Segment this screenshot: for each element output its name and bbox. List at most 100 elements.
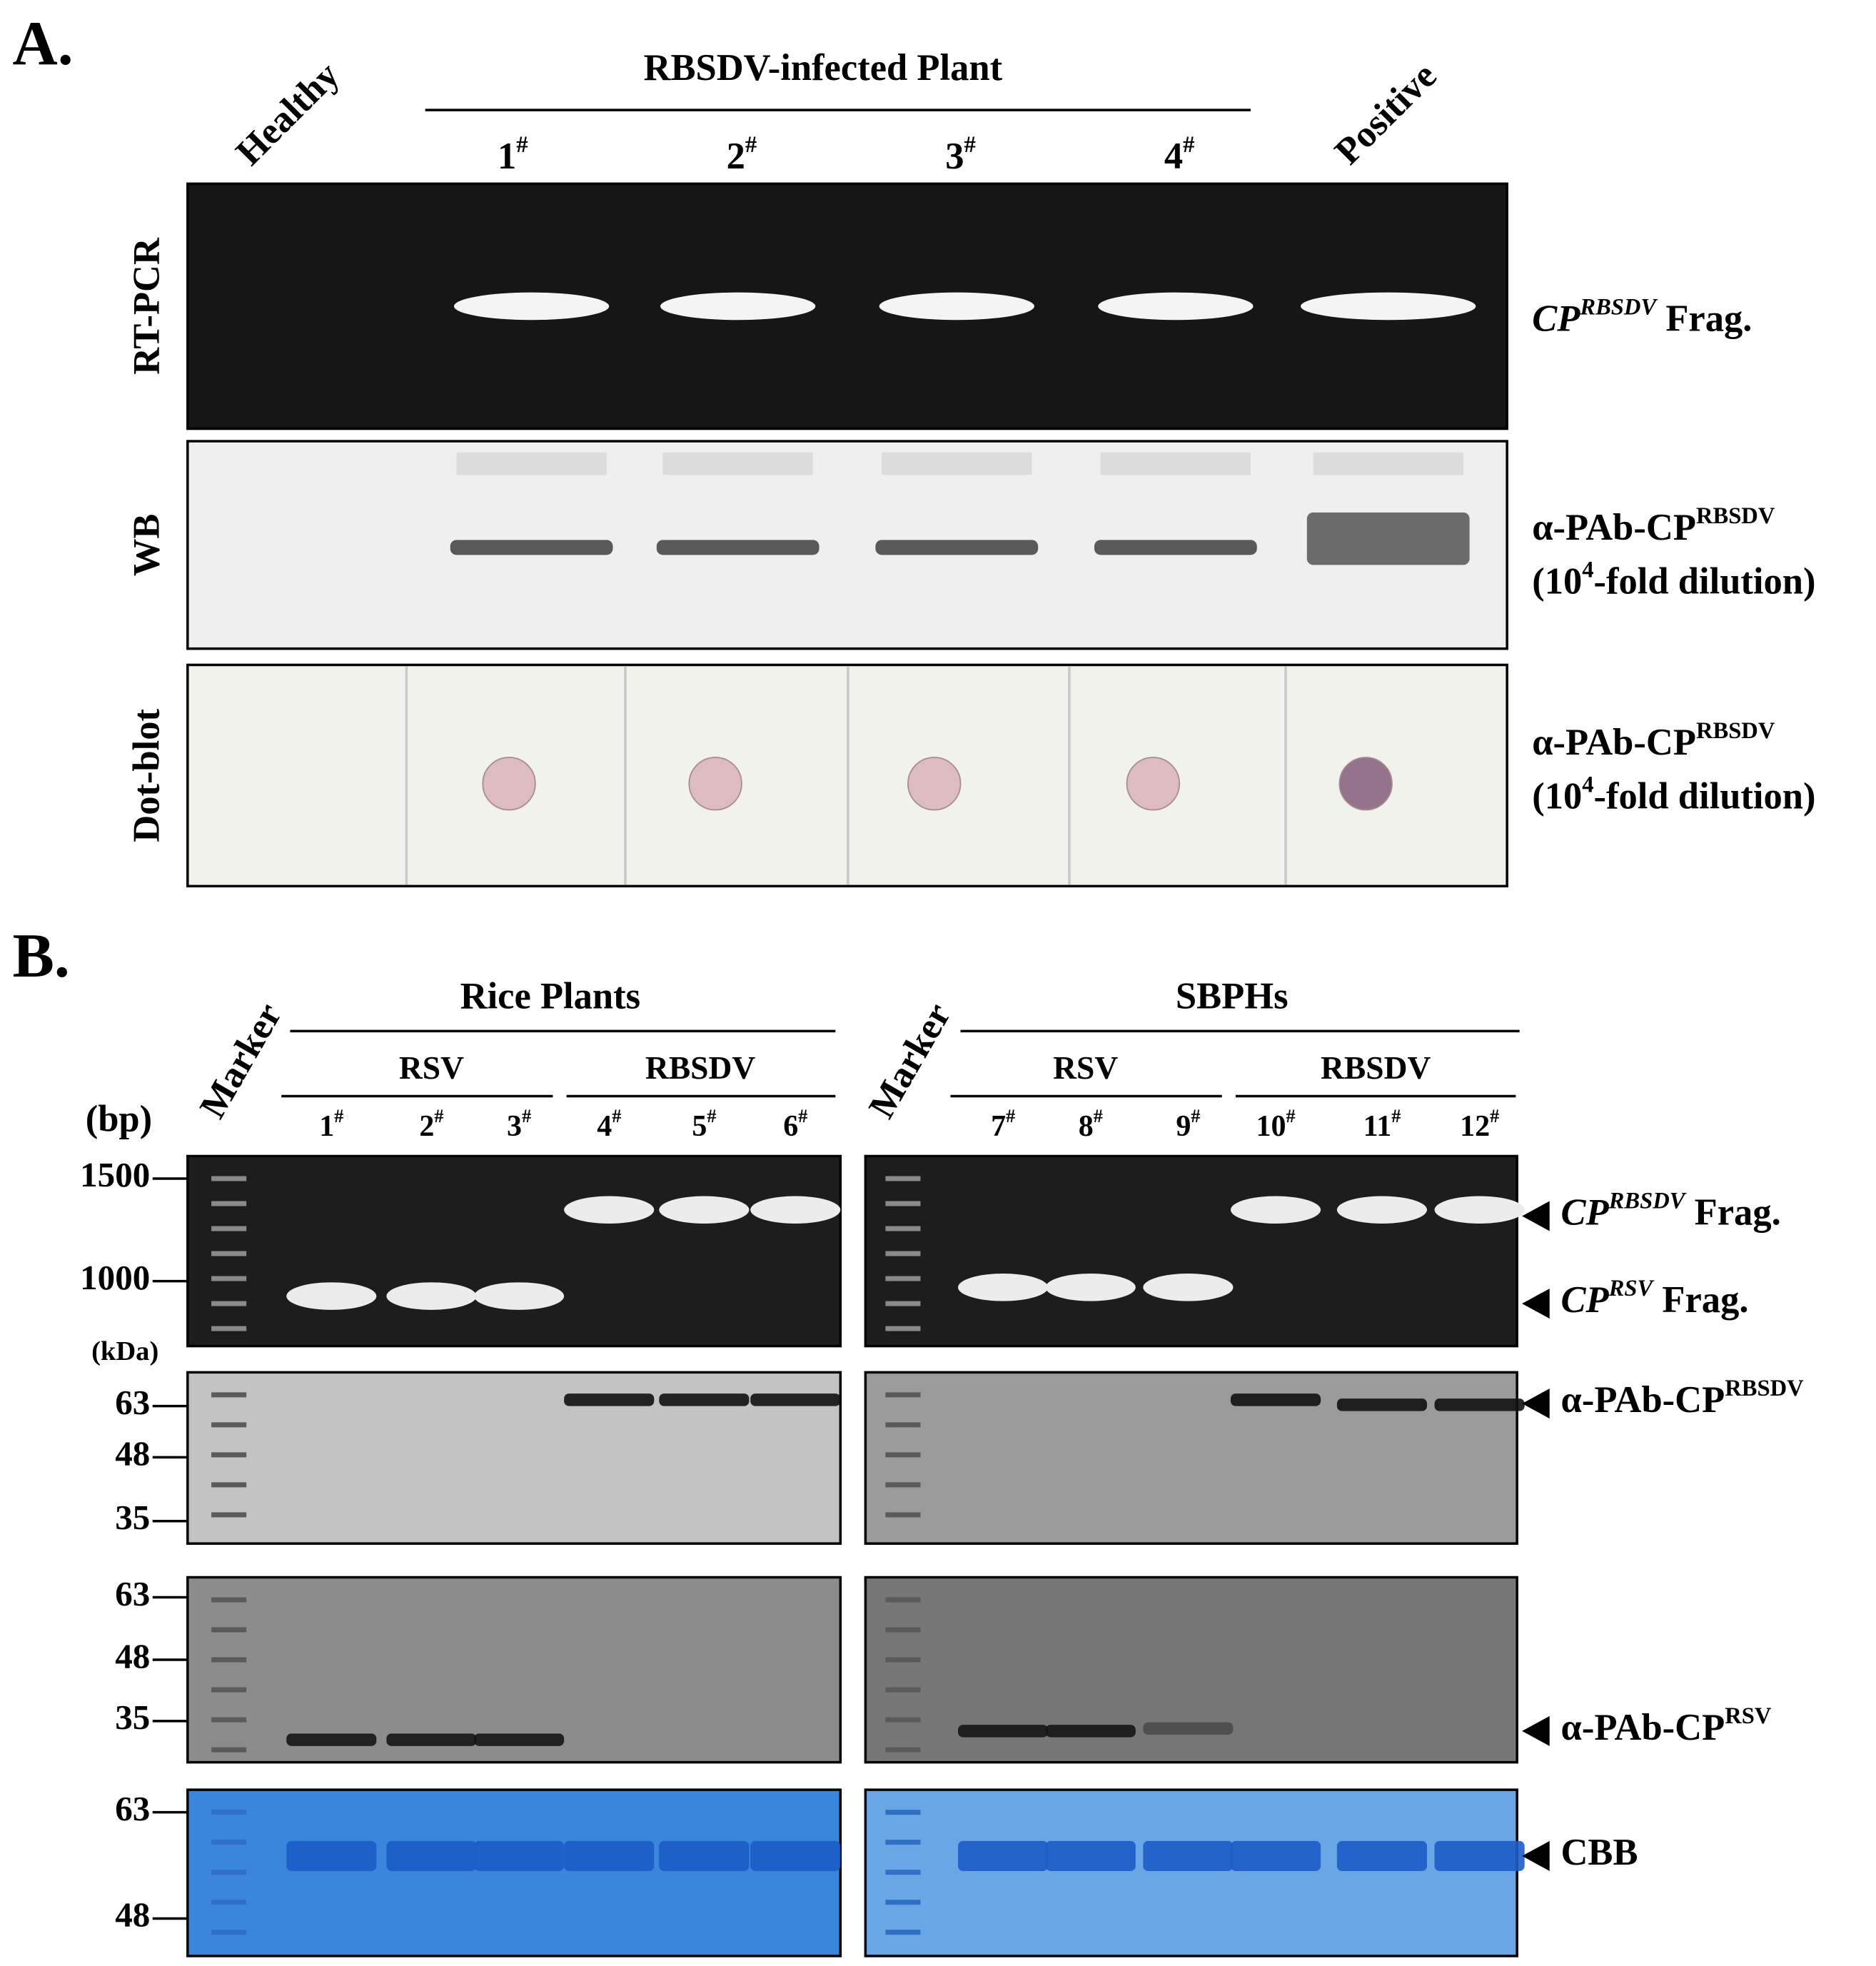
annotation: CBB	[1560, 1832, 1638, 1873]
text-segment: 10	[1256, 1110, 1286, 1143]
text-segment: CP	[1560, 1279, 1609, 1321]
annotation: α-PAb-CPRBSDV	[1532, 504, 1775, 549]
lane-label: 11#	[1363, 1106, 1401, 1142]
marker-label: Marker	[861, 996, 959, 1125]
annotation: CPRBSDV Frag.	[1560, 1189, 1780, 1234]
band	[660, 292, 816, 321]
band	[474, 1840, 565, 1871]
text-segment: 4	[597, 1110, 612, 1143]
band	[958, 1840, 1049, 1871]
size-tick-label: 35	[115, 1698, 150, 1737]
text-segment: #	[522, 1106, 531, 1126]
size-tick-label: 48	[115, 1895, 150, 1935]
text-segment: #	[1490, 1106, 1499, 1126]
gel-panel	[186, 1576, 842, 1764]
text-segment: #	[1006, 1106, 1015, 1126]
band	[1143, 1722, 1234, 1735]
ladder-band	[885, 1176, 921, 1181]
arrowhead	[1522, 1201, 1550, 1231]
size-tick-label: 63	[115, 1574, 150, 1613]
text-segment: #	[964, 133, 976, 158]
text-segment: α-PAb-CP	[1560, 1379, 1725, 1421]
text-segment: 1	[498, 136, 516, 177]
band	[1336, 1398, 1428, 1411]
ladder-band	[211, 1176, 247, 1181]
band	[1434, 1196, 1525, 1224]
dot	[482, 757, 536, 811]
band	[659, 1393, 750, 1406]
text-segment: 7	[991, 1110, 1006, 1143]
band-smear	[456, 452, 607, 475]
size-tick-label: 1500	[80, 1155, 150, 1194]
band	[659, 1196, 750, 1224]
ladder-band	[211, 1900, 247, 1905]
text-segment: 8	[1079, 1110, 1094, 1143]
lane-label: 10#	[1256, 1106, 1296, 1142]
text-segment: 2	[727, 136, 745, 177]
text-segment: #	[434, 1106, 443, 1126]
group-title: Rice Plants	[460, 976, 640, 1017]
band	[750, 1393, 841, 1406]
size-tick-label: 63	[115, 1789, 150, 1828]
row-label: WB	[126, 514, 167, 577]
band	[1230, 1196, 1321, 1224]
text-segment: CP	[1560, 1192, 1609, 1234]
text-segment: #	[1191, 1106, 1200, 1126]
dot	[1126, 757, 1181, 811]
text-segment: RBSDV	[1696, 504, 1775, 530]
band-smear	[882, 452, 1032, 475]
text-segment: #	[334, 1106, 343, 1126]
band	[474, 1733, 565, 1746]
ladder-band	[885, 1512, 921, 1518]
band	[750, 1196, 841, 1224]
text-segment: #	[1391, 1106, 1401, 1126]
lane-label: 3#	[945, 133, 976, 178]
ladder-band	[885, 1392, 921, 1398]
annotation: CPRBSDV Frag.	[1532, 295, 1752, 340]
gel-panel	[186, 1154, 842, 1348]
band	[1306, 512, 1470, 565]
ladder-band	[885, 1627, 921, 1633]
band	[474, 1282, 565, 1310]
lane-label: 6#	[783, 1106, 807, 1142]
lane-label: 1#	[319, 1106, 343, 1142]
ladder-band	[885, 1687, 921, 1693]
text-segment: CBB	[1560, 1832, 1638, 1873]
band	[1143, 1274, 1234, 1301]
ladder-band	[885, 1201, 921, 1206]
text-segment: α-PAb-CP	[1532, 507, 1696, 548]
text-segment: 1	[319, 1110, 334, 1143]
gel-panel	[864, 1371, 1518, 1545]
text-segment: 4	[1164, 136, 1183, 177]
text-segment: #	[1286, 1106, 1296, 1126]
ladder-band	[885, 1717, 921, 1723]
size-tick-label: 63	[115, 1383, 150, 1422]
lane-label: 8#	[1079, 1106, 1103, 1142]
band	[1094, 540, 1257, 555]
text-segment: α-PAb-CP	[1560, 1707, 1725, 1748]
annotation: α-PAb-CPRSV	[1560, 1703, 1771, 1748]
band	[286, 1840, 377, 1871]
lane-label: 12#	[1460, 1106, 1499, 1142]
ladder-band	[885, 1452, 921, 1458]
ladder-band	[885, 1276, 921, 1281]
text-segment: α-PAb-CP	[1532, 722, 1696, 763]
ladder-band	[885, 1657, 921, 1663]
lane-label: Healthy	[228, 54, 347, 173]
ladder-band	[885, 1597, 921, 1603]
subgroup-title: RBSDV	[645, 1049, 755, 1086]
ladder-band	[211, 1201, 247, 1206]
text-segment: #	[516, 133, 528, 158]
ladder-band	[885, 1747, 921, 1753]
ladder-band	[211, 1251, 247, 1256]
ladder-band	[211, 1657, 247, 1663]
band	[1045, 1840, 1136, 1871]
subgroup-title: RSV	[1053, 1049, 1118, 1086]
ladder-band	[211, 1810, 247, 1815]
ladder-band	[211, 1326, 247, 1331]
text-segment: 9	[1176, 1110, 1191, 1143]
unit-label: (bp)	[86, 1098, 152, 1139]
band	[386, 1840, 477, 1871]
band	[564, 1840, 655, 1871]
band	[564, 1393, 655, 1406]
